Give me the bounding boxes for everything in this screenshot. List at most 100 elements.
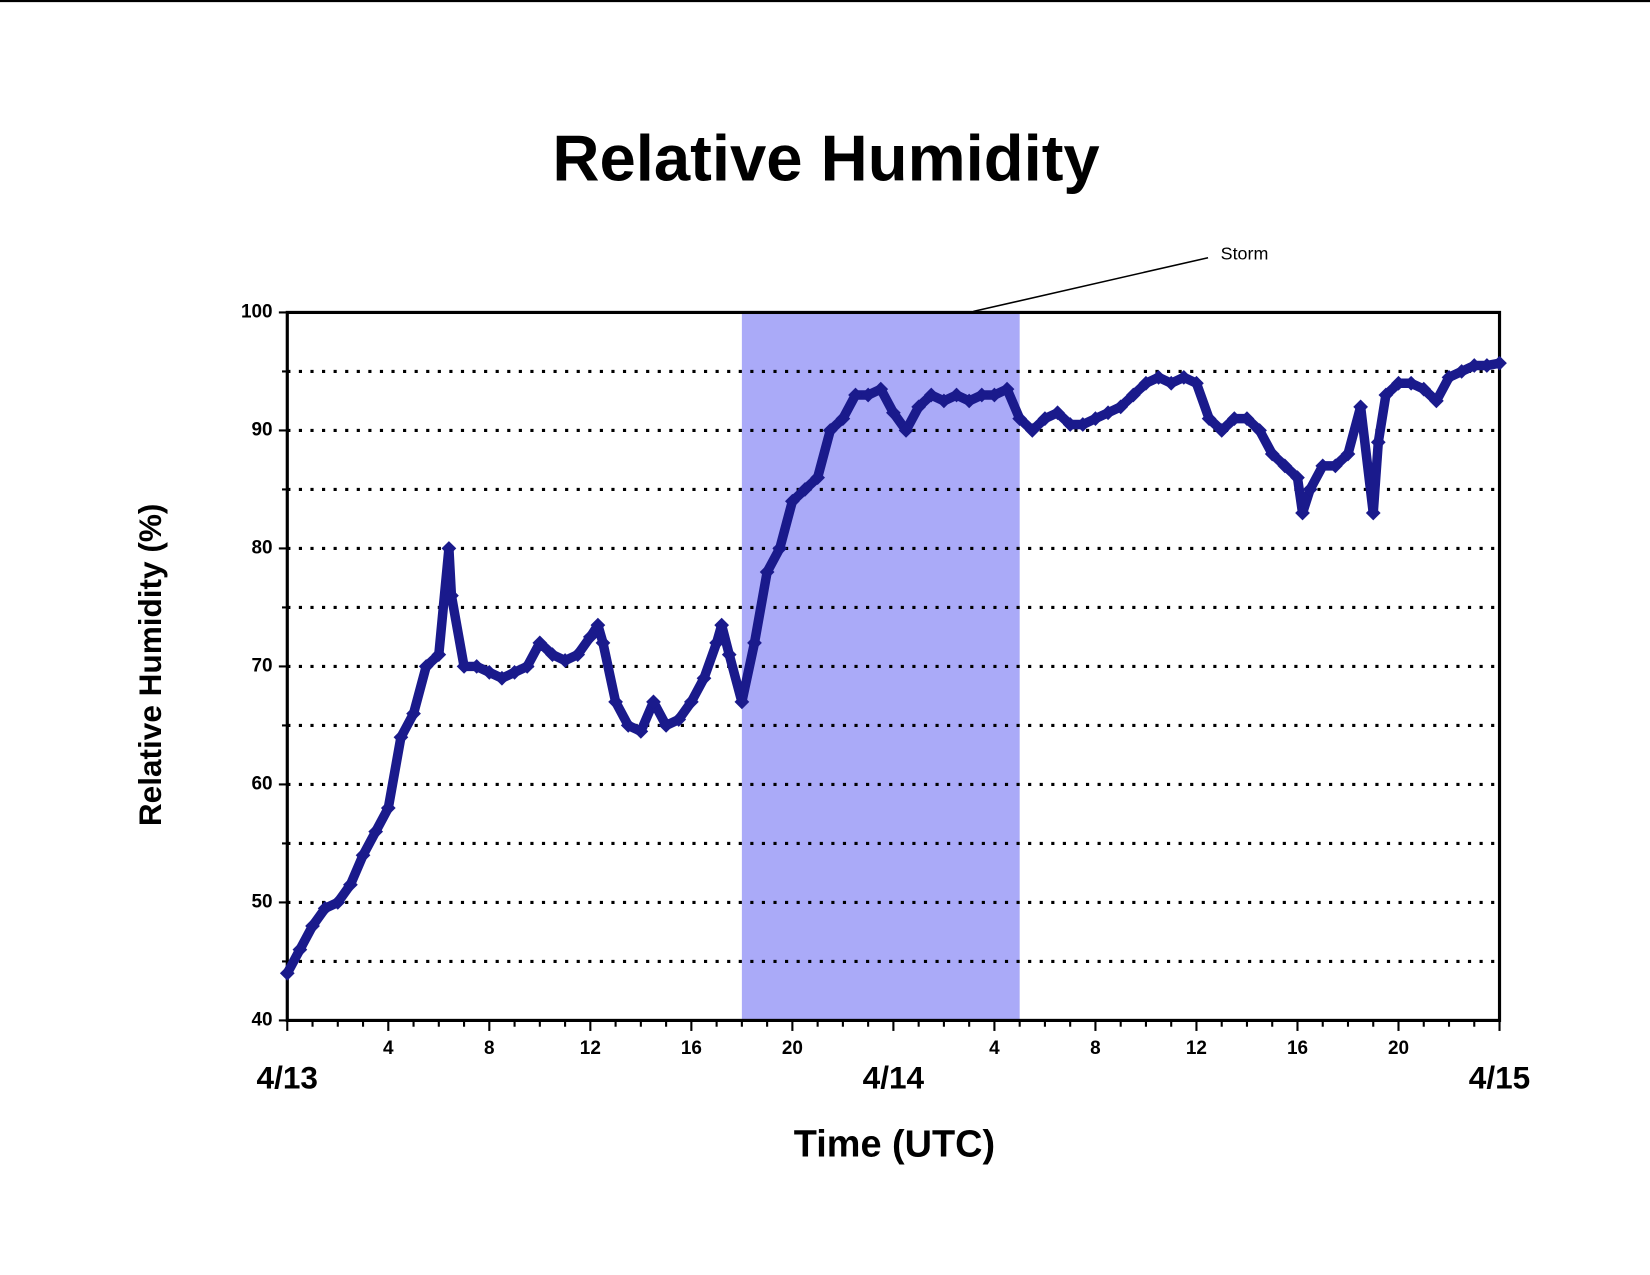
x-tick-label: 20 bbox=[1388, 1038, 1409, 1059]
data-point bbox=[961, 393, 977, 409]
x-tick-label: 8 bbox=[484, 1038, 495, 1059]
data-point bbox=[292, 942, 308, 957]
data-point bbox=[772, 541, 788, 556]
data-point bbox=[898, 423, 914, 438]
data-point bbox=[696, 670, 712, 686]
data-point bbox=[923, 387, 939, 403]
data-point bbox=[1062, 417, 1078, 432]
data-point bbox=[481, 664, 497, 680]
y-tick-label: 80 bbox=[251, 537, 272, 558]
data-point bbox=[936, 393, 952, 409]
data-point bbox=[714, 617, 730, 633]
data-point bbox=[279, 965, 295, 981]
storm-band bbox=[741, 312, 1020, 1021]
x-tick-label: 20 bbox=[782, 1038, 803, 1059]
data-point bbox=[1365, 505, 1381, 521]
data-point bbox=[860, 387, 876, 403]
data-point bbox=[444, 588, 459, 603]
data-point bbox=[1370, 434, 1386, 450]
data-point bbox=[557, 653, 573, 668]
data-point bbox=[441, 541, 457, 556]
y-tick-label: 70 bbox=[251, 655, 272, 676]
x-tick-label: 12 bbox=[580, 1038, 601, 1059]
data-point bbox=[747, 635, 762, 651]
data-point bbox=[355, 847, 371, 863]
x-date-label: 4/15 bbox=[1469, 1060, 1530, 1096]
data-point bbox=[456, 659, 472, 674]
annotation-pointer bbox=[973, 256, 1209, 313]
data-point bbox=[1277, 458, 1293, 474]
data-point bbox=[658, 718, 674, 733]
data-point bbox=[709, 635, 724, 651]
data-point bbox=[1226, 411, 1242, 426]
data-point bbox=[532, 635, 548, 651]
data-point bbox=[317, 900, 333, 916]
data-point bbox=[519, 659, 535, 674]
data-point bbox=[646, 694, 661, 710]
x-tick-label: 4 bbox=[989, 1038, 1000, 1059]
data-point bbox=[469, 659, 485, 674]
data-point bbox=[330, 895, 346, 910]
data-point bbox=[406, 706, 421, 721]
x-axis-label: Time (UTC) bbox=[794, 1124, 995, 1166]
data-point bbox=[633, 723, 649, 739]
data-point bbox=[1315, 458, 1331, 474]
data-point bbox=[1252, 423, 1267, 438]
data-point bbox=[949, 387, 964, 403]
data-point bbox=[987, 387, 1002, 403]
data-point bbox=[305, 918, 320, 934]
data-point bbox=[1479, 358, 1495, 373]
data-point bbox=[507, 664, 522, 680]
plot-frame bbox=[285, 310, 1502, 1022]
data-point bbox=[620, 718, 636, 733]
annotation-text: Storm bbox=[1221, 243, 1269, 263]
data-point bbox=[1429, 393, 1444, 409]
data-point bbox=[1138, 375, 1154, 391]
y-tick-label: 60 bbox=[251, 773, 272, 794]
data-point bbox=[570, 647, 586, 662]
data-point bbox=[590, 617, 606, 633]
data-point bbox=[1290, 470, 1305, 485]
data-point bbox=[595, 635, 611, 651]
data-point bbox=[1201, 411, 1217, 426]
data-point bbox=[671, 712, 687, 727]
data-point bbox=[368, 824, 384, 839]
data-point bbox=[545, 647, 560, 662]
data-point bbox=[721, 647, 737, 662]
chart-title: Relative Humidity bbox=[552, 121, 1099, 194]
data-point bbox=[734, 694, 750, 710]
data-point bbox=[886, 405, 901, 421]
y-axis-label: Relative Humidity (%) bbox=[132, 504, 168, 826]
data-point bbox=[759, 564, 775, 580]
y-tick-label: 100 bbox=[241, 301, 273, 322]
y-tick-label: 50 bbox=[251, 891, 272, 912]
data-point bbox=[683, 694, 699, 710]
data-point bbox=[1024, 423, 1040, 438]
x-date-label: 4/14 bbox=[863, 1060, 925, 1096]
data-point bbox=[810, 470, 825, 485]
x-tick-label: 12 bbox=[1186, 1038, 1207, 1059]
data-point bbox=[608, 694, 623, 710]
data-point bbox=[380, 800, 396, 816]
data-point bbox=[1037, 411, 1053, 426]
data-point bbox=[1391, 375, 1406, 391]
data-point bbox=[1378, 387, 1394, 403]
data-point bbox=[1403, 375, 1419, 391]
data-point bbox=[343, 877, 358, 893]
data-point bbox=[494, 670, 510, 686]
data-point bbox=[1125, 387, 1141, 403]
x-tick-label: 8 bbox=[1090, 1038, 1101, 1059]
data-point bbox=[582, 629, 598, 645]
x-tick-label: 4 bbox=[383, 1038, 394, 1059]
y-tick-label: 40 bbox=[251, 1009, 272, 1030]
data-point bbox=[431, 647, 447, 662]
x-date-label: 4/13 bbox=[257, 1060, 318, 1096]
data-point bbox=[835, 411, 851, 426]
data-point bbox=[822, 423, 838, 438]
y-tick-label: 90 bbox=[251, 419, 272, 440]
x-tick-label: 16 bbox=[681, 1038, 702, 1059]
data-point bbox=[1454, 364, 1470, 379]
data-point bbox=[1088, 411, 1103, 426]
